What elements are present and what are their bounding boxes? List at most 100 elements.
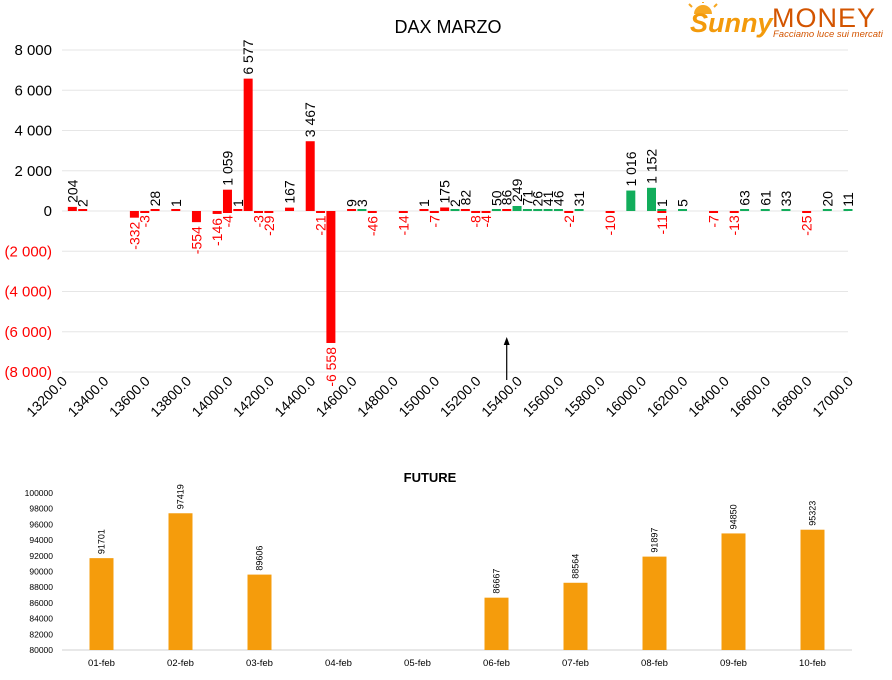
data-label: 2: [75, 199, 91, 207]
data-label: 28: [147, 191, 163, 207]
brand-name-suffix: MONEY: [772, 3, 876, 33]
data-label: 5: [675, 199, 691, 207]
data-label: 1: [654, 199, 670, 207]
bar: [222, 189, 232, 211]
bar: [150, 209, 160, 211]
data-label: 31: [571, 191, 587, 207]
price-arrow-icon: [503, 337, 510, 380]
data-label: 71: [519, 190, 535, 206]
data-label: -14: [395, 215, 411, 235]
bar: [657, 209, 667, 211]
bar: [191, 211, 201, 223]
future-x-tick-label: 02-feb: [167, 658, 194, 669]
data-label: 1: [416, 199, 432, 207]
brand-tagline: Facciamo luce sui mercati: [773, 29, 884, 40]
data-label: -29: [261, 215, 277, 235]
bar: [657, 211, 667, 213]
future-x-tick-label: 03-feb: [246, 658, 273, 669]
bar: [357, 209, 367, 211]
x-tick-label: 16400.0: [685, 373, 732, 420]
y-tick-label: 4 000: [14, 123, 52, 140]
future-chart-title: FUTURE: [404, 470, 457, 485]
y-axis: 8 000 6 000 4 000 2 000 0 (2 000) (4 000) (6 00…: [4, 42, 52, 381]
x-tick-label: 16000.0: [602, 373, 649, 420]
future-bar: [89, 558, 114, 650]
data-label: -21: [313, 215, 329, 235]
data-label: 33: [778, 191, 794, 207]
future-x-tick-label: 05-feb: [404, 658, 431, 669]
data-label: 1 152: [644, 149, 660, 184]
data-label: 167: [282, 180, 298, 204]
bar: [316, 211, 326, 213]
bar: [564, 211, 574, 213]
chart-title: DAX MARZO: [394, 17, 501, 37]
data-label: 61: [757, 190, 773, 206]
x-tick-label: 15000.0: [395, 373, 442, 420]
x-tick-label: 14000.0: [188, 373, 235, 420]
data-label: 3: [354, 199, 370, 207]
data-label: 11: [840, 192, 856, 207]
data-label: 1: [168, 199, 184, 207]
y-tick-label: (6 000): [4, 324, 52, 341]
bar: [398, 211, 408, 213]
bar: [822, 209, 832, 211]
data-label: -46: [364, 216, 380, 236]
future-data-label: 89606: [255, 546, 265, 571]
x-tick-label: 13400.0: [64, 373, 111, 420]
data-label: 1 059: [219, 150, 235, 185]
future-x-tick-label: 10-feb: [799, 658, 826, 669]
data-label: -4: [478, 215, 494, 228]
bar: [802, 211, 812, 213]
arrow-head: [503, 337, 510, 345]
y-tick-label: (8 000): [4, 364, 52, 381]
future-x-tick-label: 04-feb: [325, 658, 352, 669]
data-label: 82: [457, 190, 473, 206]
bar: [843, 209, 853, 211]
data-label: -7: [706, 215, 722, 228]
bar: [553, 209, 563, 211]
bar: [626, 190, 636, 211]
future-y-tick-label: 84000: [29, 614, 53, 624]
bar: [243, 78, 253, 211]
x-tick-label: 15800.0: [561, 373, 608, 420]
future-data-label: 91897: [650, 528, 660, 553]
bar: [781, 209, 791, 211]
future-data-label: 95323: [808, 501, 818, 526]
data-label: 46: [550, 190, 566, 206]
future-y-tick-label: 92000: [29, 551, 53, 561]
sun-icon: [688, 2, 718, 14]
bar: [233, 209, 243, 211]
future-y-tick-label: 96000: [29, 519, 53, 529]
bar: [326, 211, 336, 343]
y-tick-label: 6 000: [14, 82, 52, 99]
bar: [429, 211, 439, 213]
bar: [171, 209, 181, 211]
bar: [212, 211, 222, 214]
future-x-tick-label: 09-feb: [720, 658, 747, 669]
y-tick-label: (2 000): [4, 243, 52, 260]
future-y-tick-label: 88000: [29, 582, 53, 592]
data-label: 26: [530, 191, 546, 207]
data-label: -3: [251, 215, 267, 228]
x-tick-label: 16600.0: [726, 373, 773, 420]
data-label: -3: [137, 215, 153, 228]
bar: [367, 211, 377, 213]
x-tick-label: 13600.0: [106, 373, 153, 420]
data-label: 1: [230, 199, 246, 207]
y-tick-label: (4 000): [4, 284, 52, 301]
y-tick-label: 2 000: [14, 163, 52, 180]
data-label: -8: [468, 215, 484, 228]
future-x-axis: 01-feb 02-feb 03-feb 04-feb 05-feb 06-feb 07-f…: [88, 658, 826, 669]
data-label: 86: [499, 189, 515, 205]
bar: [254, 211, 263, 213]
x-tick-label: 14800.0: [354, 373, 401, 420]
x-tick-label: 14200.0: [230, 373, 277, 420]
data-label: -13: [726, 215, 742, 235]
bar: [678, 209, 688, 211]
bar: [709, 211, 719, 213]
future-bar: [168, 513, 193, 650]
brand-logo: Sunny MONEY Facciamo luce sui mercati: [688, 2, 884, 40]
future-data-label: 91701: [97, 529, 107, 554]
bar: [264, 211, 274, 213]
